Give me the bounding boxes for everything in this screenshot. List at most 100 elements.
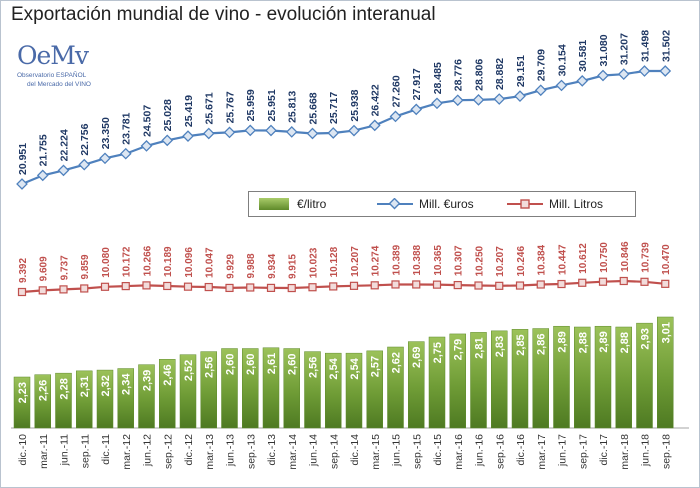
point-label-mill-litros: 9.859 <box>80 254 91 279</box>
point-mill-litros <box>329 282 338 291</box>
bar-eur-per-litre <box>138 364 155 429</box>
bar-value-label: 2,34 <box>121 373 133 395</box>
point-label-mill-euros: 29.709 <box>536 49 548 81</box>
x-tick-label: sep.-16 <box>494 434 506 469</box>
point-label-mill-euros: 31.498 <box>640 30 652 62</box>
point-label-mill-litros: 10.274 <box>371 245 382 276</box>
bar-value-label: 3,01 <box>660 322 672 343</box>
point-mill-litros <box>474 281 483 290</box>
x-tick-label: dic.-16 <box>515 434 527 466</box>
point-label-mill-euros: 23.781 <box>121 112 133 144</box>
x-tick-label: mar.-16 <box>453 434 465 470</box>
point-label-mill-euros: 24.507 <box>142 105 154 137</box>
x-tick-label: mar.-15 <box>370 434 382 470</box>
bar-eur-per-litre <box>636 322 653 429</box>
logo-mark: OeMv <box>17 41 89 70</box>
point-label-mill-litros: 10.207 <box>495 246 506 277</box>
logo-text-line2: del Mercado del VINO <box>27 81 91 88</box>
x-tick-label: dic.-17 <box>598 434 610 466</box>
point-mill-euros <box>451 94 464 107</box>
point-label-mill-euros: 23.350 <box>100 117 112 149</box>
point-mill-litros <box>370 281 379 290</box>
x-tick-label: mar.-11 <box>38 434 50 469</box>
point-mill-litros <box>100 282 110 291</box>
bar-eur-per-litre <box>325 352 342 429</box>
bar-value-label: 2,52 <box>183 360 195 381</box>
x-tick-label: jun.-17 <box>557 434 569 467</box>
point-mill-litros <box>557 279 566 289</box>
point-label-mill-euros: 25.959 <box>245 89 257 121</box>
point-mill-litros <box>17 287 27 297</box>
bar-eur-per-litre <box>594 325 612 429</box>
point-mill-euros <box>514 90 526 103</box>
point-label-mill-litros: 10.307 <box>454 245 465 276</box>
point-label-mill-euros: 25.813 <box>287 91 299 123</box>
bar-eur-per-litre <box>387 346 404 429</box>
bar-eur-per-litre <box>242 348 259 429</box>
bar-value-label: 2,32 <box>100 375 112 396</box>
point-mill-euros <box>99 152 111 165</box>
point-mill-euros <box>493 93 506 105</box>
legend-swatch-diamond-icon <box>377 198 413 210</box>
bar-value-label: 2,93 <box>640 328 652 349</box>
point-label-mill-euros: 30.581 <box>577 40 589 72</box>
bar-eur-per-litre <box>179 354 197 429</box>
point-label-mill-litros: 10.470 <box>661 244 672 275</box>
chart-legend: €/litro Mill. €uros Mill. Litros <box>248 191 636 217</box>
point-label-mill-litros: 9.934 <box>267 253 278 278</box>
bar-value-label: 2,60 <box>245 354 257 375</box>
bar-value-label: 2,57 <box>370 356 382 377</box>
point-label-mill-litros: 10.250 <box>475 245 486 276</box>
point-mill-euros <box>223 126 236 139</box>
bar-value-label: 2,89 <box>557 331 569 352</box>
point-mill-litros <box>578 278 587 287</box>
x-tick-label: sep.-13 <box>245 434 257 469</box>
point-label-mill-euros: 30.154 <box>557 44 569 76</box>
bar-value-label: 2,31 <box>79 376 91 397</box>
point-mill-euros <box>16 178 28 190</box>
bar-eur-per-litre <box>96 369 114 429</box>
bar-eur-per-litre <box>117 368 134 429</box>
point-mill-litros <box>121 281 130 291</box>
bar-value-label: 2,46 <box>162 364 174 385</box>
point-label-mill-euros: 22.756 <box>79 123 91 155</box>
bar-eur-per-litre <box>76 370 93 429</box>
point-mill-litros <box>142 281 151 290</box>
point-label-mill-litros: 10.447 <box>558 244 569 275</box>
bar-eur-per-litre <box>449 333 466 429</box>
bar-value-label: 2,86 <box>536 334 548 355</box>
bar-eur-per-litre <box>345 352 363 429</box>
point-label-mill-euros: 25.028 <box>162 99 174 131</box>
point-label-mill-litros: 10.172 <box>122 246 133 277</box>
point-label-mill-litros: 10.047 <box>205 247 216 278</box>
point-label-mill-litros: 10.096 <box>184 247 195 278</box>
point-mill-litros <box>59 285 68 294</box>
point-label-mill-euros: 28.806 <box>474 59 486 91</box>
bar-eur-per-litre <box>428 336 446 429</box>
bar-eur-per-litre <box>470 332 487 429</box>
point-mill-litros <box>619 276 628 286</box>
chart-title: Exportación mundial de vino - evolución … <box>11 4 436 25</box>
bar-value-label: 2,83 <box>494 336 506 357</box>
point-label-mill-euros: 20.951 <box>17 143 29 175</box>
point-label-mill-litros: 9.737 <box>60 255 71 280</box>
bar-value-label: 2,39 <box>142 370 154 391</box>
bar-eur-per-litre <box>532 328 549 429</box>
point-label-mill-euros: 25.717 <box>328 92 340 124</box>
point-label-mill-euros: 22.224 <box>59 129 71 161</box>
point-mill-euros <box>576 74 589 87</box>
point-label-mill-litros: 10.246 <box>516 246 527 277</box>
point-label-mill-litros: 9.392 <box>18 258 29 283</box>
point-mill-litros <box>38 286 47 295</box>
point-label-mill-euros: 26.422 <box>370 84 382 116</box>
bar-value-label: 2,69 <box>411 347 423 368</box>
point-mill-euros <box>57 164 70 177</box>
point-label-mill-euros: 25.671 <box>204 92 216 124</box>
legend-swatch-bar-icon <box>259 198 289 210</box>
point-label-mill-euros: 28.776 <box>453 59 465 91</box>
point-mill-euros <box>140 140 153 152</box>
bar-eur-per-litre <box>574 326 591 429</box>
bar-eur-per-litre <box>55 372 72 429</box>
point-mill-euros <box>161 134 174 147</box>
